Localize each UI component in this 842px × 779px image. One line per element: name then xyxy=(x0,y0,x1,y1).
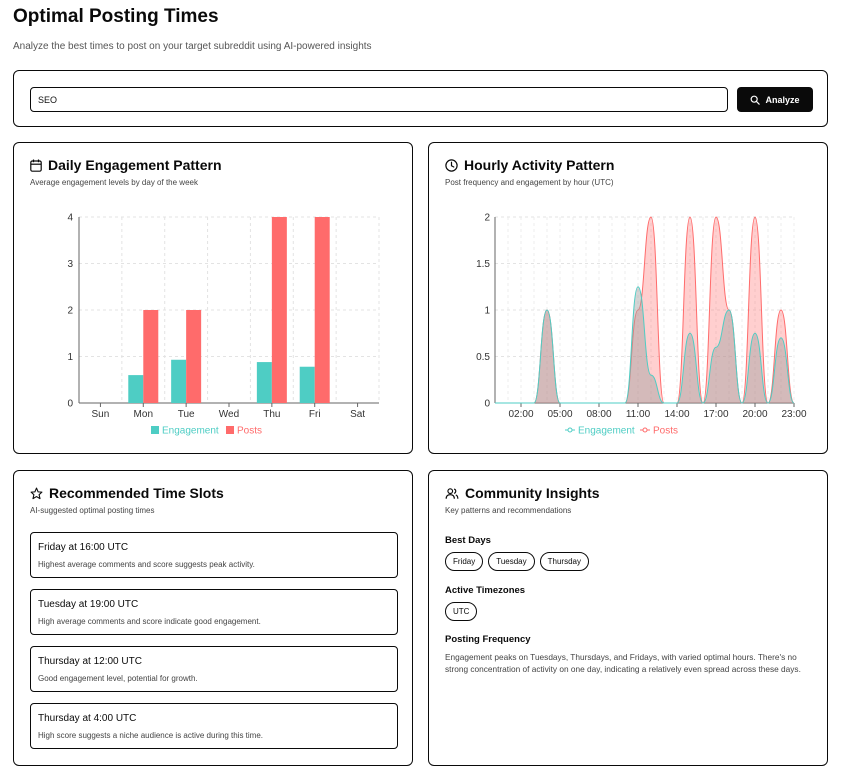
y-tick-label: 0.5 xyxy=(476,352,490,363)
day-tag-thursday: Thursday xyxy=(539,552,589,571)
star-icon xyxy=(30,487,43,499)
time-slot-description: High average comments and score indicate… xyxy=(38,617,261,626)
time-slot-description: High score suggests a niche audience is … xyxy=(38,731,264,740)
analyze-button-label: Analyze xyxy=(765,94,800,105)
x-tick-label: Sun xyxy=(92,409,110,420)
x-tick-label: Mon xyxy=(134,409,153,420)
search-icon xyxy=(751,95,761,105)
search-card: Analyze xyxy=(13,70,828,127)
x-tick-label: 23:00 xyxy=(781,409,806,420)
best-days-tags: Friday Tuesday Thursday xyxy=(445,552,589,571)
community-insights-title: Community Insights xyxy=(445,485,600,501)
y-tick-label: 0 xyxy=(484,399,490,410)
area-posts xyxy=(495,217,794,403)
y-tick-label: 1 xyxy=(67,352,73,363)
y-tick-label: 2 xyxy=(67,306,73,317)
legend-label-engagement: Engagement xyxy=(162,426,219,437)
recommended-slots-subtitle: AI-suggested optimal posting times xyxy=(30,506,155,515)
x-tick-label: Fri xyxy=(309,409,321,420)
posting-frequency-label: Posting Frequency xyxy=(445,634,531,645)
legend-swatch-engagement xyxy=(151,426,159,434)
hourly-activity-chart: 0 0.5 1 1.5 2 02:00 05:00 08:00 11:00 14:00 17:00 2… xyxy=(476,213,807,437)
time-slot-item: Thursday at 12:00 UTC Good engagement le… xyxy=(30,646,398,692)
bar-engagement xyxy=(256,362,272,403)
hourly-activity-subtitle: Post frequency and engagement by hour (U… xyxy=(445,178,614,187)
x-tick-label: 05:00 xyxy=(547,409,572,420)
x-tick-label: 08:00 xyxy=(586,409,611,420)
subreddit-input[interactable] xyxy=(30,87,728,112)
legend-label-engagement: Engagement xyxy=(578,426,635,437)
recommended-slots-card: Recommended Time Slots AI-suggested opti… xyxy=(13,470,413,766)
legend-marker-posts xyxy=(642,427,648,433)
x-tick-label: 02:00 xyxy=(508,409,533,420)
x-tick-label: Tue xyxy=(178,409,195,420)
y-tick-label: 4 xyxy=(67,213,73,224)
time-slot-title: Friday at 16:00 UTC xyxy=(38,542,129,553)
calendar-icon xyxy=(30,159,42,172)
page-title: Optimal Posting Times xyxy=(13,6,219,27)
hourly-activity-title-text: Hourly Activity Pattern xyxy=(464,157,615,173)
daily-engagement-chart: 0 1 2 3 4 Sun Mon Tue Wed Thu Fri Sat Engagement Post… xyxy=(67,213,380,437)
bar-engagement xyxy=(128,375,144,403)
time-slot-title: Thursday at 4:00 UTC xyxy=(38,713,137,724)
day-tag-friday: Friday xyxy=(445,552,484,571)
posting-frequency-text: Engagement peaks on Tuesdays, Thursdays,… xyxy=(445,652,801,675)
best-days-label: Best Days xyxy=(445,535,491,546)
time-slot-item: Friday at 16:00 UTC Highest average comm… xyxy=(30,532,398,578)
time-slot-description: Highest average comments and score sugge… xyxy=(38,560,255,569)
x-tick-label: Sat xyxy=(350,409,365,420)
community-insights-card: Community Insights Key patterns and reco… xyxy=(428,470,828,766)
line-engagement xyxy=(494,286,795,404)
bar-posts xyxy=(271,217,287,403)
y-tick-label: 1.5 xyxy=(476,259,490,270)
clock-icon xyxy=(445,158,458,172)
time-slot-item: Tuesday at 19:00 UTC High average commen… xyxy=(30,589,398,635)
page-subtitle: Analyze the best times to post on your t… xyxy=(13,41,372,52)
community-insights-subtitle: Key patterns and recommendations xyxy=(445,506,572,515)
x-tick-label: 17:00 xyxy=(703,409,728,420)
daily-engagement-title-text: Daily Engagement Pattern xyxy=(48,157,222,173)
time-slot-title: Thursday at 12:00 UTC xyxy=(38,656,142,667)
analyze-button[interactable]: Analyze xyxy=(737,87,813,112)
bar-posts xyxy=(143,310,159,403)
active-timezones-label: Active Timezones xyxy=(445,585,526,596)
y-tick-label: 0 xyxy=(67,399,73,410)
y-tick-label: 3 xyxy=(67,259,73,270)
x-tick-label: Thu xyxy=(263,409,280,420)
daily-engagement-card: Daily Engagement Pattern Average engagem… xyxy=(13,142,413,454)
users-icon xyxy=(445,487,459,499)
bar-posts xyxy=(186,310,202,403)
chart-legend: Engagement Posts xyxy=(565,426,678,437)
daily-engagement-title: Daily Engagement Pattern xyxy=(30,157,222,173)
timezone-tag-utc: UTC xyxy=(445,602,478,621)
hourly-activity-title: Hourly Activity Pattern xyxy=(445,157,614,173)
day-tag-tuesday: Tuesday xyxy=(488,552,535,571)
chart-legend: Engagement Posts xyxy=(151,426,262,437)
y-tick-label: 2 xyxy=(484,213,490,224)
y-tick-label: 1 xyxy=(484,306,490,317)
legend-label-posts: Posts xyxy=(237,426,262,437)
x-tick-label: Wed xyxy=(219,409,239,420)
legend-swatch-posts xyxy=(226,426,234,434)
x-tick-label: 14:00 xyxy=(664,409,689,420)
time-slot-description: Good engagement level, potential for gro… xyxy=(38,674,198,683)
x-tick-label: 20:00 xyxy=(742,409,767,420)
legend-marker-engagement xyxy=(567,427,573,433)
daily-engagement-subtitle: Average engagement levels by day of the … xyxy=(30,178,198,187)
time-slot-title: Tuesday at 19:00 UTC xyxy=(38,599,139,610)
time-slot-item: Thursday at 4:00 UTC High score suggests… xyxy=(30,703,398,749)
community-insights-title-text: Community Insights xyxy=(465,485,600,501)
bar-posts xyxy=(314,217,330,403)
legend-label-posts: Posts xyxy=(653,426,678,437)
x-tick-label: 11:00 xyxy=(626,409,651,420)
area-engagement xyxy=(495,286,794,403)
bar-engagement xyxy=(299,366,315,403)
bar-engagement xyxy=(171,359,187,403)
timezone-tags: UTC xyxy=(445,602,478,621)
hourly-activity-card: Hourly Activity Pattern Post frequency a… xyxy=(428,142,828,454)
recommended-slots-title-text: Recommended Time Slots xyxy=(49,485,224,501)
recommended-slots-title: Recommended Time Slots xyxy=(30,485,224,501)
